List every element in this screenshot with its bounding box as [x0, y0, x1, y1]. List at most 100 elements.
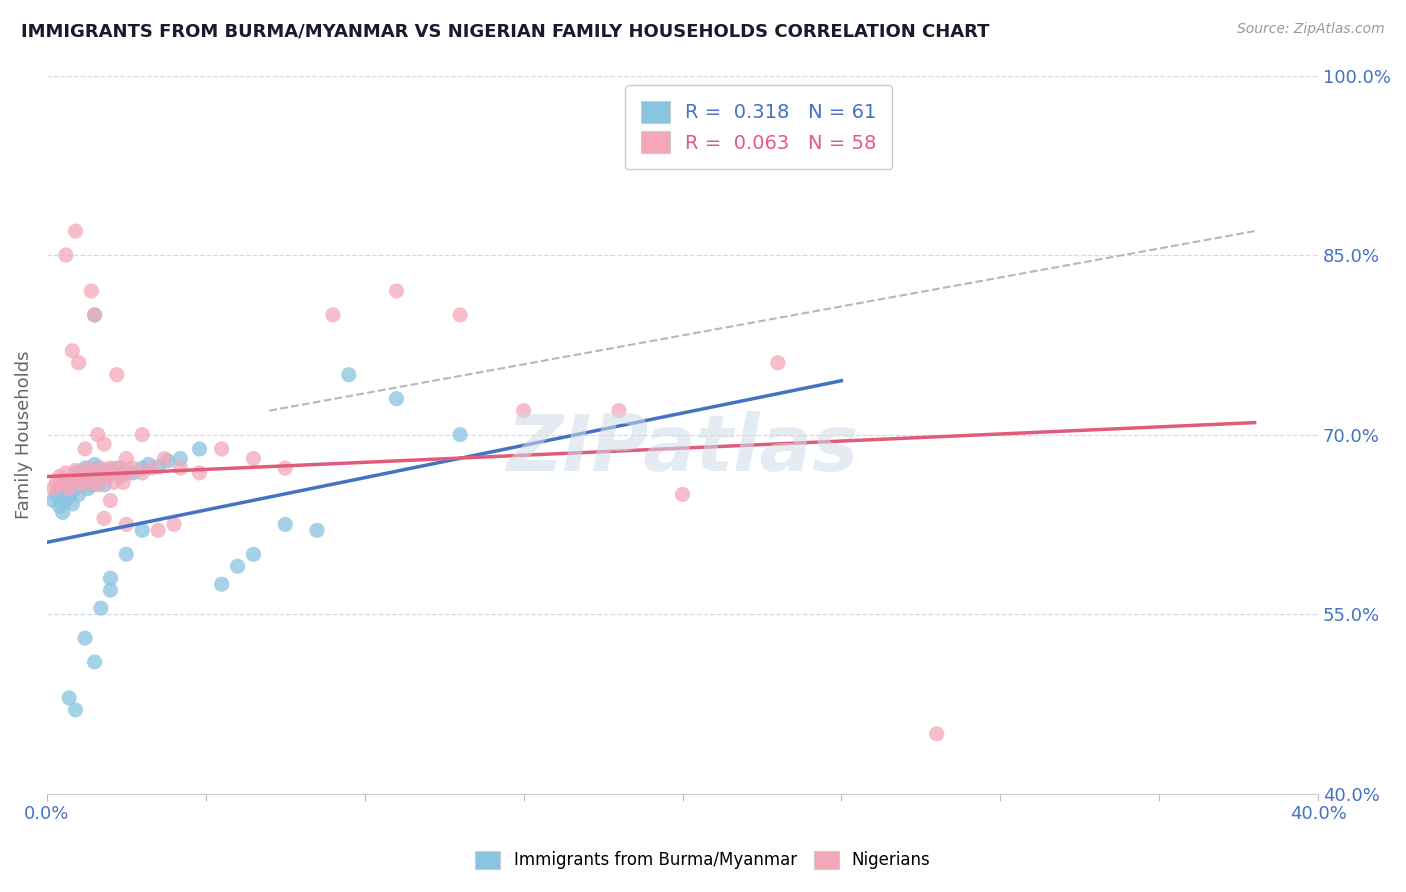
Point	[322, 308, 344, 322]
Point	[83, 466, 105, 480]
Point	[607, 403, 630, 417]
Point	[146, 524, 169, 538]
Point	[242, 547, 264, 561]
Point	[131, 427, 153, 442]
Point	[115, 451, 138, 466]
Point	[93, 478, 115, 492]
Point	[449, 308, 471, 322]
Point	[73, 466, 96, 480]
Point	[337, 368, 360, 382]
Point	[58, 490, 80, 504]
Point	[96, 466, 118, 480]
Point	[42, 482, 65, 496]
Point	[766, 356, 789, 370]
Point	[48, 482, 70, 496]
Point	[80, 284, 103, 298]
Point	[55, 248, 77, 262]
Point	[131, 466, 153, 480]
Point	[449, 427, 471, 442]
Point	[60, 343, 83, 358]
Point	[73, 442, 96, 456]
Point	[146, 459, 169, 474]
Point	[131, 524, 153, 538]
Point	[58, 475, 80, 490]
Point	[70, 478, 93, 492]
Point	[108, 469, 131, 483]
Point	[52, 505, 75, 519]
Point	[169, 451, 191, 466]
Point	[93, 511, 115, 525]
Point	[169, 461, 191, 475]
Point	[385, 284, 408, 298]
Point	[115, 547, 138, 561]
Point	[83, 458, 105, 472]
Y-axis label: Family Households: Family Households	[15, 351, 32, 519]
Point	[100, 463, 122, 477]
Point	[90, 469, 112, 483]
Point	[512, 403, 534, 417]
Point	[153, 451, 176, 466]
Point	[65, 463, 87, 477]
Point	[121, 461, 143, 475]
Point	[121, 466, 143, 480]
Point	[96, 469, 118, 483]
Point	[87, 475, 110, 490]
Point	[115, 517, 138, 532]
Point	[87, 478, 110, 492]
Point	[73, 473, 96, 487]
Point	[90, 601, 112, 615]
Point	[58, 482, 80, 496]
Point	[60, 473, 83, 487]
Point	[55, 482, 77, 496]
Point	[105, 461, 128, 475]
Point	[163, 517, 186, 532]
Point	[60, 497, 83, 511]
Point	[188, 442, 211, 456]
Point	[87, 461, 110, 475]
Text: Source: ZipAtlas.com: Source: ZipAtlas.com	[1237, 22, 1385, 37]
Point	[103, 475, 125, 490]
Point	[77, 461, 100, 475]
Point	[65, 466, 87, 480]
Point	[100, 461, 122, 475]
Point	[60, 475, 83, 490]
Point	[90, 461, 112, 475]
Point	[93, 469, 115, 483]
Point	[52, 478, 75, 492]
Point	[103, 466, 125, 480]
Point	[83, 308, 105, 322]
Point	[105, 466, 128, 480]
Point	[242, 451, 264, 466]
Point	[70, 478, 93, 492]
Point	[83, 655, 105, 669]
Point	[83, 308, 105, 322]
Point	[58, 690, 80, 705]
Point	[112, 475, 135, 490]
Point	[188, 466, 211, 480]
Point	[93, 463, 115, 477]
Point	[274, 461, 297, 475]
Point	[100, 493, 122, 508]
Point	[156, 454, 179, 468]
Point	[55, 493, 77, 508]
Point	[115, 466, 138, 480]
Point	[115, 463, 138, 477]
Point	[83, 466, 105, 480]
Point	[100, 571, 122, 585]
Point	[100, 583, 122, 598]
Point	[65, 482, 87, 496]
Legend: Immigrants from Burma/Myanmar, Nigerians: Immigrants from Burma/Myanmar, Nigerians	[465, 840, 941, 880]
Point	[80, 478, 103, 492]
Point	[73, 631, 96, 645]
Point	[211, 577, 233, 591]
Point	[65, 224, 87, 238]
Point	[73, 461, 96, 475]
Point	[55, 466, 77, 480]
Point	[67, 469, 90, 483]
Point	[87, 427, 110, 442]
Point	[77, 482, 100, 496]
Point	[385, 392, 408, 406]
Point	[131, 461, 153, 475]
Point	[45, 487, 67, 501]
Point	[67, 469, 90, 483]
